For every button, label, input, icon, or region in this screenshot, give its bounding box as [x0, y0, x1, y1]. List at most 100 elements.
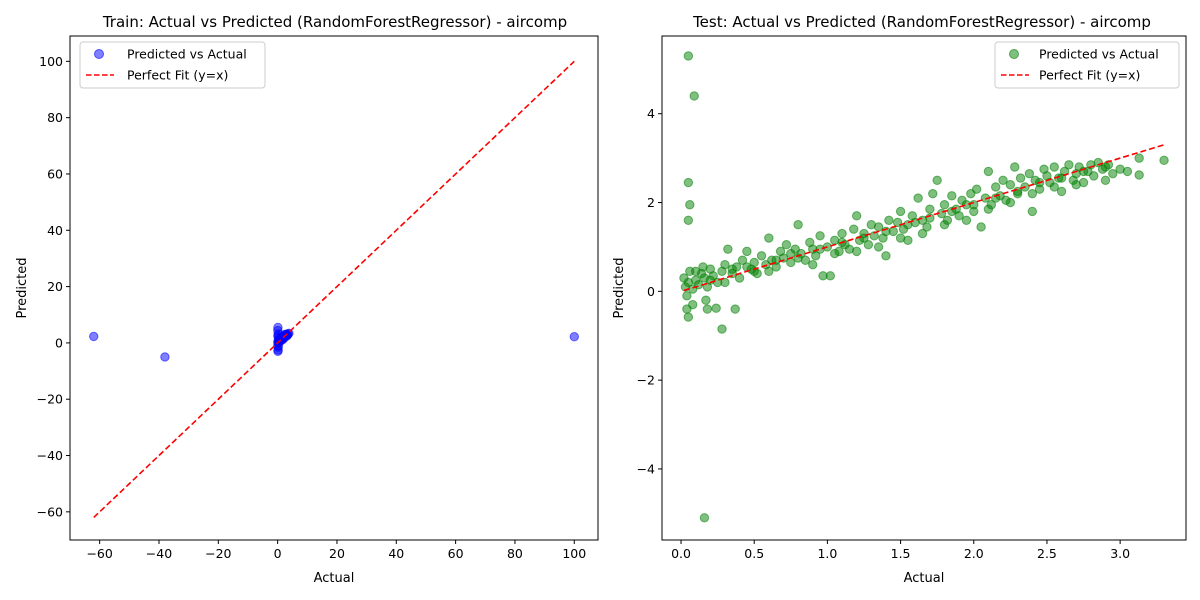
test-data-point [815, 231, 825, 241]
test-data-point [971, 184, 982, 194]
test-data-point [698, 262, 708, 272]
test-data-point [932, 175, 942, 186]
test-axes-frame [661, 35, 1187, 541]
test-data-point [1108, 168, 1118, 179]
test-data-point [808, 259, 818, 270]
test-data-point [1100, 162, 1111, 172]
test-legend-box [994, 41, 1180, 89]
test-data-point [1159, 155, 1169, 166]
test-data-point [917, 228, 928, 239]
test-data-point [1089, 171, 1099, 181]
test-y-tick-label: −2 [637, 373, 655, 388]
test-x-tick-label: 0.5 [744, 546, 764, 561]
train-chart: Train: Actual vs Predicted (RandomForest… [15, 13, 599, 586]
test-data-point [683, 51, 694, 61]
train-x-tick-label: 60 [448, 546, 464, 561]
test-data-point [727, 264, 737, 274]
train-x-axis-label: Actual [314, 571, 355, 586]
test-data-point [954, 211, 964, 221]
test-data-point [913, 193, 923, 203]
test-x-tick-label: 0.0 [671, 546, 691, 561]
test-data-point [1134, 170, 1144, 180]
test-y-tick-label: −4 [637, 461, 655, 476]
test-data-point [976, 222, 986, 232]
test-data-point [983, 166, 994, 177]
test-chart-marks [679, 51, 1169, 523]
test-data-point [781, 240, 792, 250]
test-y-tick-label: 2 [647, 195, 655, 210]
test-data-point [702, 304, 713, 314]
test-perfect-fit-line [683, 144, 1165, 292]
test-x-tick-label: 2.0 [964, 546, 984, 561]
test-data-point [720, 259, 730, 270]
test-data-point [737, 255, 748, 265]
test-data-point [849, 224, 859, 234]
test-data-point [863, 240, 874, 250]
train-data-point [89, 331, 99, 342]
test-legend-label-line: Perfect Fit (y=x) [1039, 68, 1140, 83]
test-data-point [764, 266, 774, 277]
test-y-ticks: −4 −2 0 2 4 [637, 106, 662, 476]
test-data-point [1100, 175, 1111, 186]
test-data-point [683, 177, 694, 188]
test-data-point [723, 244, 733, 254]
test-x-tick-label: 1.5 [891, 546, 911, 561]
test-data-point [1005, 197, 1016, 208]
test-x-tick-label: 1.0 [817, 546, 837, 561]
test-data-point [730, 304, 740, 314]
train-x-tick-label: 20 [329, 546, 345, 561]
test-y-axis-label: Predicted [612, 257, 627, 318]
test-data-point [837, 228, 847, 239]
train-x-tick-label: −20 [205, 546, 231, 561]
train-x-tick-label: 100 [562, 546, 586, 561]
test-data-point [793, 220, 803, 230]
test-data-point [939, 220, 950, 230]
train-x-tick-label: −40 [146, 546, 172, 561]
test-x-tick-label: 2.5 [1037, 546, 1057, 561]
test-data-point [683, 312, 694, 322]
train-y-tick-label: 40 [47, 223, 63, 238]
test-data-point [851, 211, 862, 221]
train-data-point [160, 352, 170, 362]
test-data-point [969, 200, 979, 210]
test-data-point [742, 246, 752, 257]
train-data-point [569, 332, 579, 342]
train-chart-marks [89, 60, 579, 519]
train-chart-title: Train: Actual vs Predicted (RandomForest… [102, 13, 567, 31]
test-data-point [998, 175, 1008, 186]
test-data-point [764, 233, 774, 243]
test-data-point [961, 215, 972, 225]
test-data-point [699, 513, 710, 523]
test-data-point [689, 91, 699, 101]
test-data-point [895, 233, 906, 243]
test-data-point [947, 191, 957, 201]
test-data-point [717, 324, 727, 334]
train-y-tick-label: 20 [47, 279, 63, 294]
train-y-tick-label: 0 [55, 335, 63, 350]
train-x-tick-label: 0 [274, 546, 282, 561]
test-data-point [884, 215, 894, 225]
train-y-tick-label: −20 [37, 392, 63, 407]
test-data-point [1024, 168, 1035, 179]
train-legend-label-line: Perfect Fit (y=x) [127, 68, 228, 83]
test-data-point [810, 251, 821, 261]
test-data-point [830, 248, 840, 259]
test-data-point [925, 204, 935, 214]
test-chart: Test: Actual vs Predicted (RandomForestR… [612, 13, 1187, 586]
train-legend-label-points: Predicted vs Actual [127, 47, 247, 62]
test-chart-title: Test: Actual vs Predicted (RandomForestR… [692, 13, 1151, 31]
test-data-point [939, 200, 950, 210]
train-y-tick-label: −40 [37, 448, 63, 463]
test-data-point [682, 291, 692, 301]
test-data-point [873, 242, 884, 252]
train-perfect-fit-line [93, 60, 575, 519]
test-data-point [1027, 206, 1038, 217]
test-data-point [688, 299, 698, 310]
test-data-point [928, 188, 938, 199]
train-y-axis-label: Predicted [15, 257, 30, 318]
test-data-point [1027, 188, 1038, 199]
train-y-tick-label: 100 [39, 54, 63, 69]
test-data-point [701, 295, 711, 305]
train-data-point [273, 332, 284, 342]
